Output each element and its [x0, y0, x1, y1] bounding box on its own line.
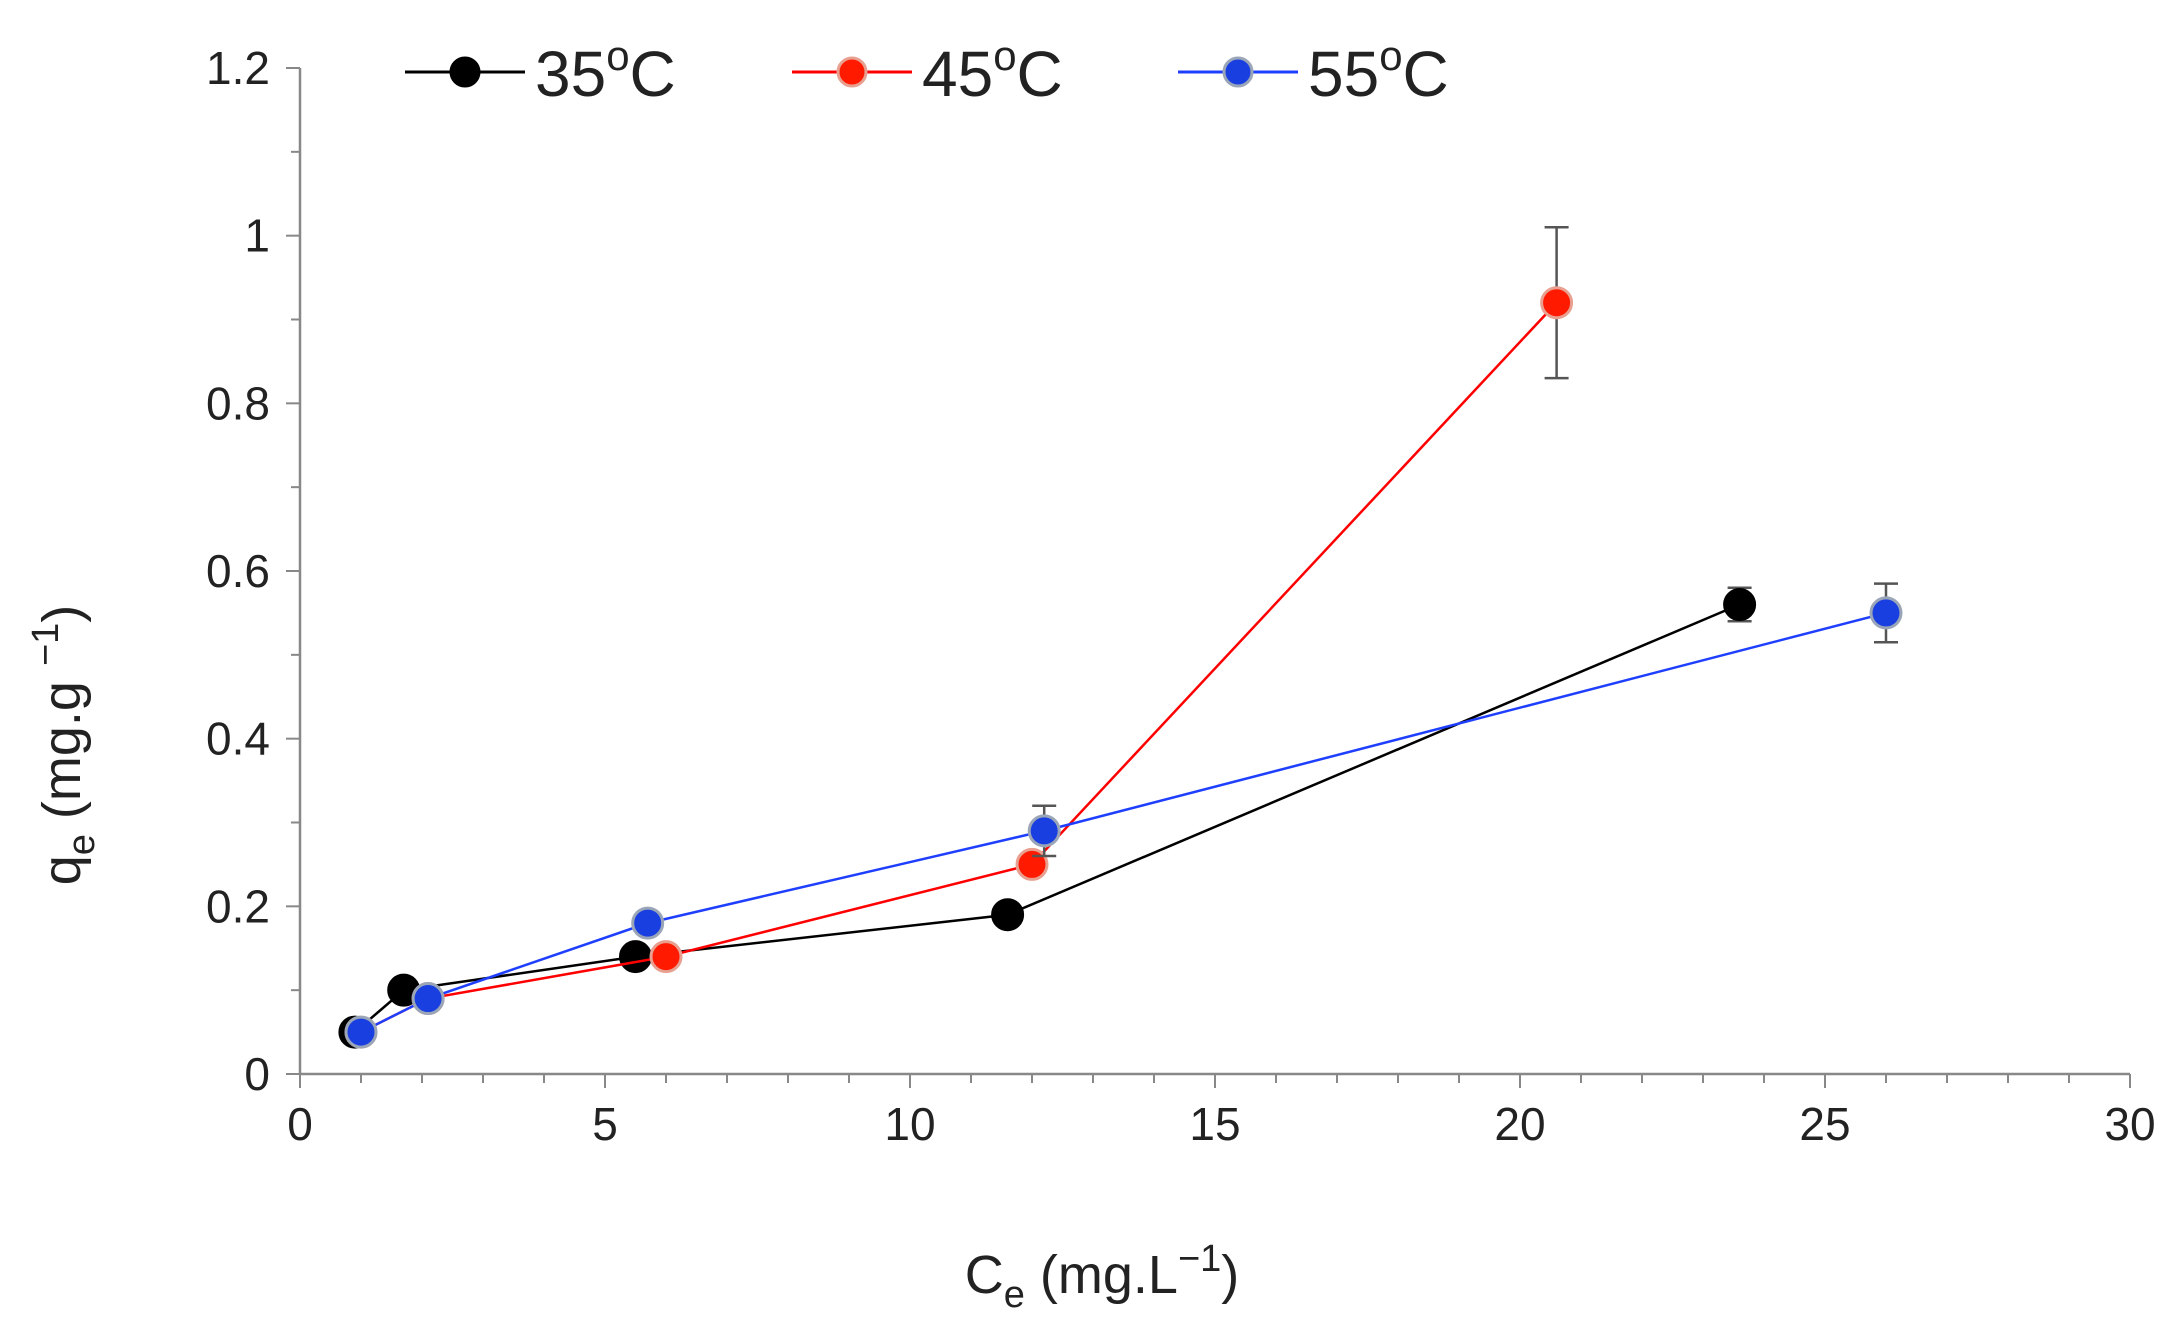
legend-marker [836, 56, 868, 88]
series-line [360, 301, 1558, 1034]
data-point [344, 1015, 378, 1049]
y-tick-label: 0 [244, 1048, 270, 1100]
legend-item-45: 45oC [792, 32, 1063, 110]
series-layer [338, 226, 1903, 1049]
legend-label: 45oC [922, 32, 1063, 110]
axes: 0 5 10 15 20 25 30 0 0.2 0.4 0.6 0.8 1 1.2 [206, 42, 2156, 1150]
data-point [1015, 847, 1049, 881]
legend-item-35: 35oC [405, 32, 676, 110]
series-45 [344, 226, 1574, 1049]
x-tick-label: 25 [1799, 1098, 1850, 1150]
data-point [619, 940, 652, 974]
legend-marker [1222, 56, 1254, 88]
x-axis-title: Ce (mg.L−1) [965, 1238, 1240, 1316]
y-tick-label: 0.4 [206, 713, 270, 765]
x-tick-label: 0 [287, 1098, 313, 1150]
y-tick-label: 1.2 [206, 42, 270, 94]
legend-item-55: 55oC [1178, 32, 1449, 110]
legend-marker [449, 56, 481, 88]
data-point [631, 906, 665, 940]
legend-label: 35oC [535, 32, 676, 110]
series-55 [344, 582, 1903, 1049]
y-tick-label: 1 [244, 210, 270, 262]
y-tick-label: 0.6 [206, 545, 270, 597]
x-tick-label: 20 [1494, 1098, 1545, 1150]
data-point [1869, 596, 1903, 630]
y-tick-label: 0.2 [206, 880, 270, 932]
x-tick-label: 15 [1189, 1098, 1240, 1150]
data-point [1723, 588, 1757, 622]
legend: 35oC 45oC 55oC [405, 32, 1449, 110]
data-point [1540, 286, 1574, 320]
y-axis-title: qe (mg.g −1) [25, 605, 103, 886]
data-point [1027, 814, 1061, 848]
data-point [649, 940, 683, 974]
data-point [991, 898, 1025, 932]
data-point [411, 982, 445, 1016]
legend-label: 55oC [1308, 32, 1449, 110]
y-tick-label: 0.8 [206, 377, 270, 429]
x-tick-label: 30 [2104, 1098, 2155, 1150]
x-tick-label: 5 [592, 1098, 618, 1150]
x-tick-label: 10 [884, 1098, 935, 1150]
